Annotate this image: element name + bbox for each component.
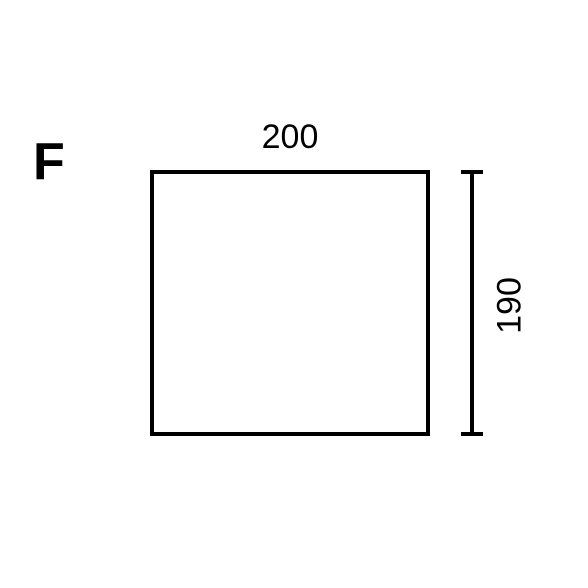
height-dimension-label: 190 [491, 266, 530, 346]
variant-letter: F [33, 132, 65, 192]
height-dimension-tick-bottom [461, 432, 483, 436]
main-rectangle [150, 170, 430, 436]
width-dimension-label: 200 [250, 118, 330, 157]
height-dimension-line [470, 170, 474, 436]
height-dimension-tick-top [461, 170, 483, 174]
diagram-canvas: F 200 190 [0, 0, 588, 588]
